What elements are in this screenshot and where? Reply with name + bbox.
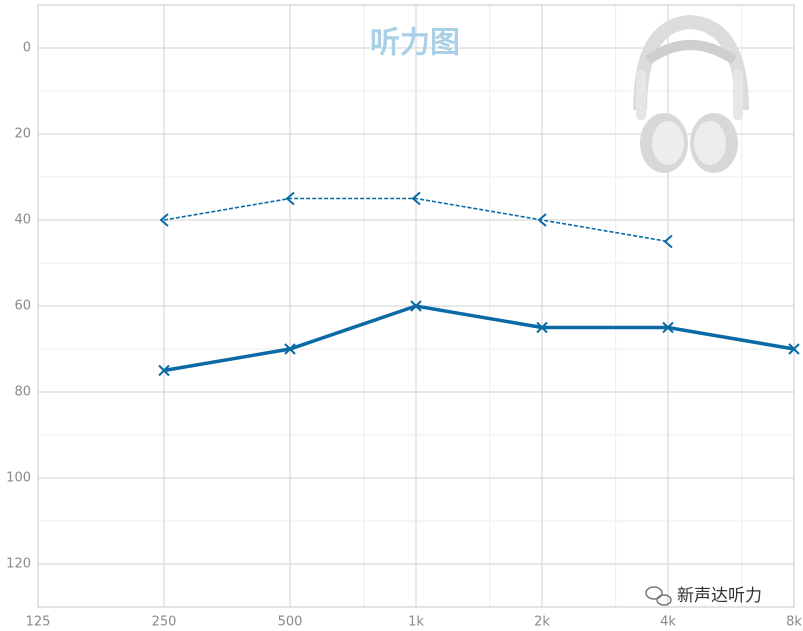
point-marker	[536, 321, 548, 334]
headphones-icon	[633, 14, 749, 173]
y-tick-label: 100	[6, 471, 31, 486]
x-tick-label: 4k	[660, 615, 676, 630]
plot-frame	[37, 4, 795, 608]
x-tick-label: 8k	[786, 615, 802, 630]
series-line	[163, 304, 795, 373]
watermark-text: 新声达听力	[677, 586, 762, 606]
x-tick-label: 1k	[408, 615, 424, 630]
x-tick-label: 2k	[534, 615, 550, 630]
y-tick-label: 20	[14, 127, 31, 142]
point-marker	[788, 343, 800, 355]
y-tick-label: 120	[6, 557, 31, 572]
point-marker	[159, 213, 169, 227]
x-tick-label: 500	[278, 615, 303, 630]
x-tick-label: 125	[26, 615, 51, 630]
x-tick-label: 250	[152, 615, 177, 630]
point-marker	[663, 234, 673, 249]
point-marker	[284, 343, 296, 355]
point-marker	[411, 191, 421, 206]
point-marker	[158, 364, 170, 377]
y-tick-label: 80	[14, 385, 31, 400]
series-line	[163, 197, 669, 243]
y-tick-label: 0	[23, 41, 31, 56]
point-marker	[662, 321, 674, 334]
point-marker	[285, 191, 295, 206]
watermark: 新声达听力	[645, 586, 762, 606]
y-tick-label: 40	[14, 213, 31, 228]
point-marker	[410, 300, 422, 312]
chart-title: 听力图	[370, 26, 460, 61]
y-tick-label: 60	[14, 299, 31, 314]
point-marker	[537, 213, 547, 227]
